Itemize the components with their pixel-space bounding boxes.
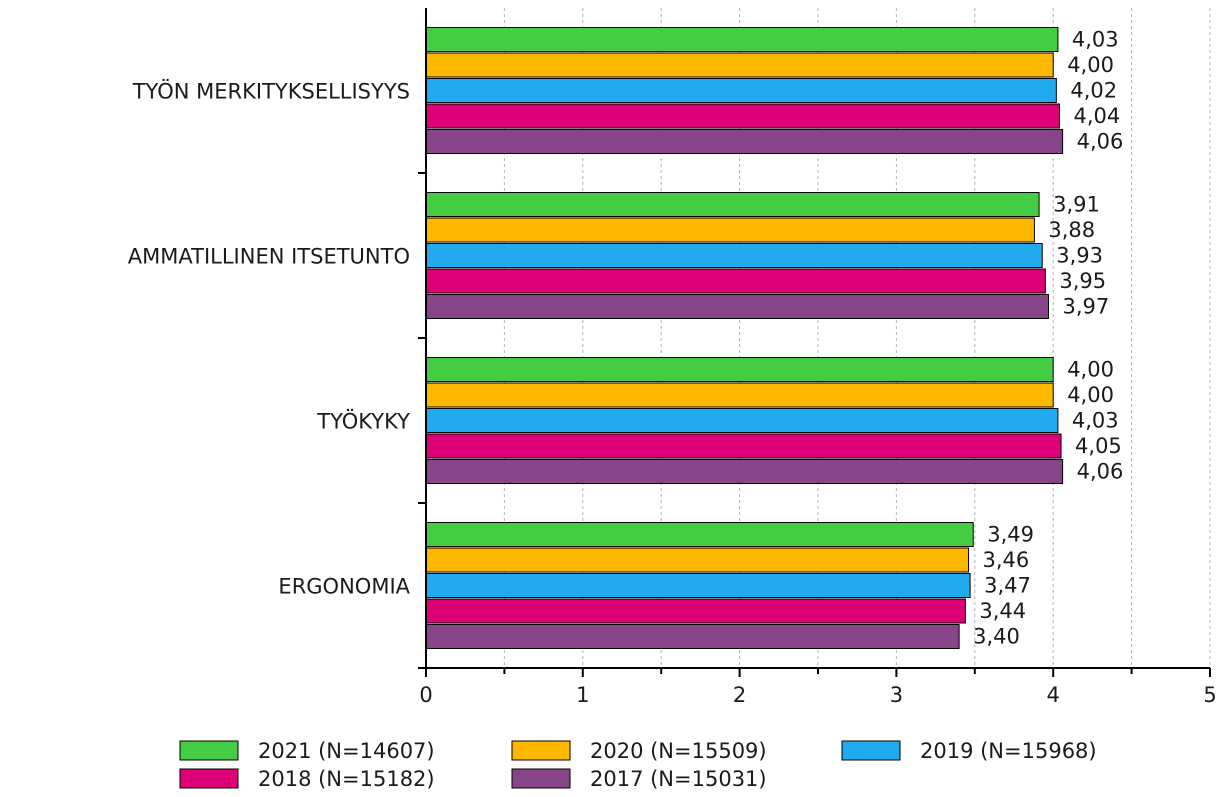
bars: 4,034,004,024,044,063,913,883,933,953,97… bbox=[425, 27, 1124, 649]
data-label: 4,00 bbox=[1067, 383, 1114, 407]
bar bbox=[425, 547, 970, 573]
bar bbox=[425, 294, 1049, 319]
x-tick-label: 1 bbox=[576, 683, 589, 707]
bar bbox=[425, 192, 1040, 217]
bar bbox=[425, 573, 971, 598]
data-label: 4,06 bbox=[1077, 130, 1124, 154]
data-label: 3,88 bbox=[1048, 218, 1095, 242]
data-label: 3,46 bbox=[983, 548, 1030, 572]
data-label: 4,03 bbox=[1072, 409, 1119, 433]
category-labels: TYÖN MERKITYKSELLISYYS AMMATILLINEN ITSET… bbox=[128, 79, 411, 599]
data-label: 3,91 bbox=[1053, 193, 1100, 217]
legend-label: 2017 (N=15031) bbox=[590, 767, 767, 791]
data-label: 3,40 bbox=[973, 625, 1020, 649]
bar bbox=[425, 27, 1059, 52]
legend-swatch bbox=[841, 740, 901, 761]
category-label: TYÖN MERKITYKSELLISYYS bbox=[132, 79, 410, 104]
category-label: ERGONOMIA bbox=[278, 575, 410, 599]
bar bbox=[425, 78, 1057, 103]
category-label: AMMATILLINEN ITSETUNTO bbox=[128, 245, 410, 269]
bar bbox=[425, 268, 1046, 294]
x-tick-label: 0 bbox=[419, 683, 432, 707]
bar bbox=[425, 243, 1043, 268]
data-label: 3,47 bbox=[984, 574, 1031, 598]
data-label: 3,49 bbox=[987, 523, 1034, 547]
legend-label: 2019 (N=15968) bbox=[920, 739, 1097, 763]
legend-label: 2018 (N=15182) bbox=[258, 767, 435, 791]
bar bbox=[425, 357, 1054, 382]
data-label: 4,02 bbox=[1070, 79, 1117, 103]
bar bbox=[425, 522, 974, 547]
bar bbox=[425, 52, 1054, 78]
axes: 0 1 2 3 4 5 bbox=[418, 8, 1217, 707]
data-label: 3,93 bbox=[1056, 244, 1103, 268]
data-label: 4,04 bbox=[1073, 104, 1120, 128]
x-tick-label: 3 bbox=[890, 683, 903, 707]
bar bbox=[425, 382, 1054, 408]
data-label: 4,06 bbox=[1077, 460, 1124, 484]
data-label: 4,03 bbox=[1072, 28, 1119, 52]
data-label: 3,44 bbox=[979, 599, 1026, 623]
x-tick-label: 4 bbox=[1047, 683, 1060, 707]
legend-swatch bbox=[511, 740, 571, 761]
legend-swatch bbox=[179, 740, 239, 761]
bar bbox=[425, 624, 960, 649]
data-label: 4,05 bbox=[1075, 434, 1122, 458]
data-label: 3,95 bbox=[1059, 269, 1106, 293]
data-label: 4,00 bbox=[1067, 358, 1114, 382]
data-label: 3,97 bbox=[1062, 295, 1109, 319]
legend: 2021 (N=14607) 2020 (N=15509) 2019 (N=1596… bbox=[179, 739, 1097, 791]
data-label: 4,00 bbox=[1067, 53, 1114, 77]
bar bbox=[425, 217, 1035, 243]
x-tick-label: 2 bbox=[733, 683, 746, 707]
legend-swatch bbox=[511, 768, 571, 789]
bar bbox=[425, 103, 1060, 129]
bar bbox=[425, 433, 1062, 459]
category-label: TYÖKYKY bbox=[316, 409, 410, 434]
legend-swatch bbox=[179, 768, 239, 789]
legend-label: 2021 (N=14607) bbox=[258, 739, 435, 763]
bar bbox=[425, 129, 1064, 154]
bar bbox=[425, 408, 1059, 433]
legend-label: 2020 (N=15509) bbox=[590, 739, 767, 763]
bar bbox=[425, 598, 966, 624]
x-tick-label: 5 bbox=[1203, 683, 1216, 707]
bar bbox=[425, 459, 1064, 484]
